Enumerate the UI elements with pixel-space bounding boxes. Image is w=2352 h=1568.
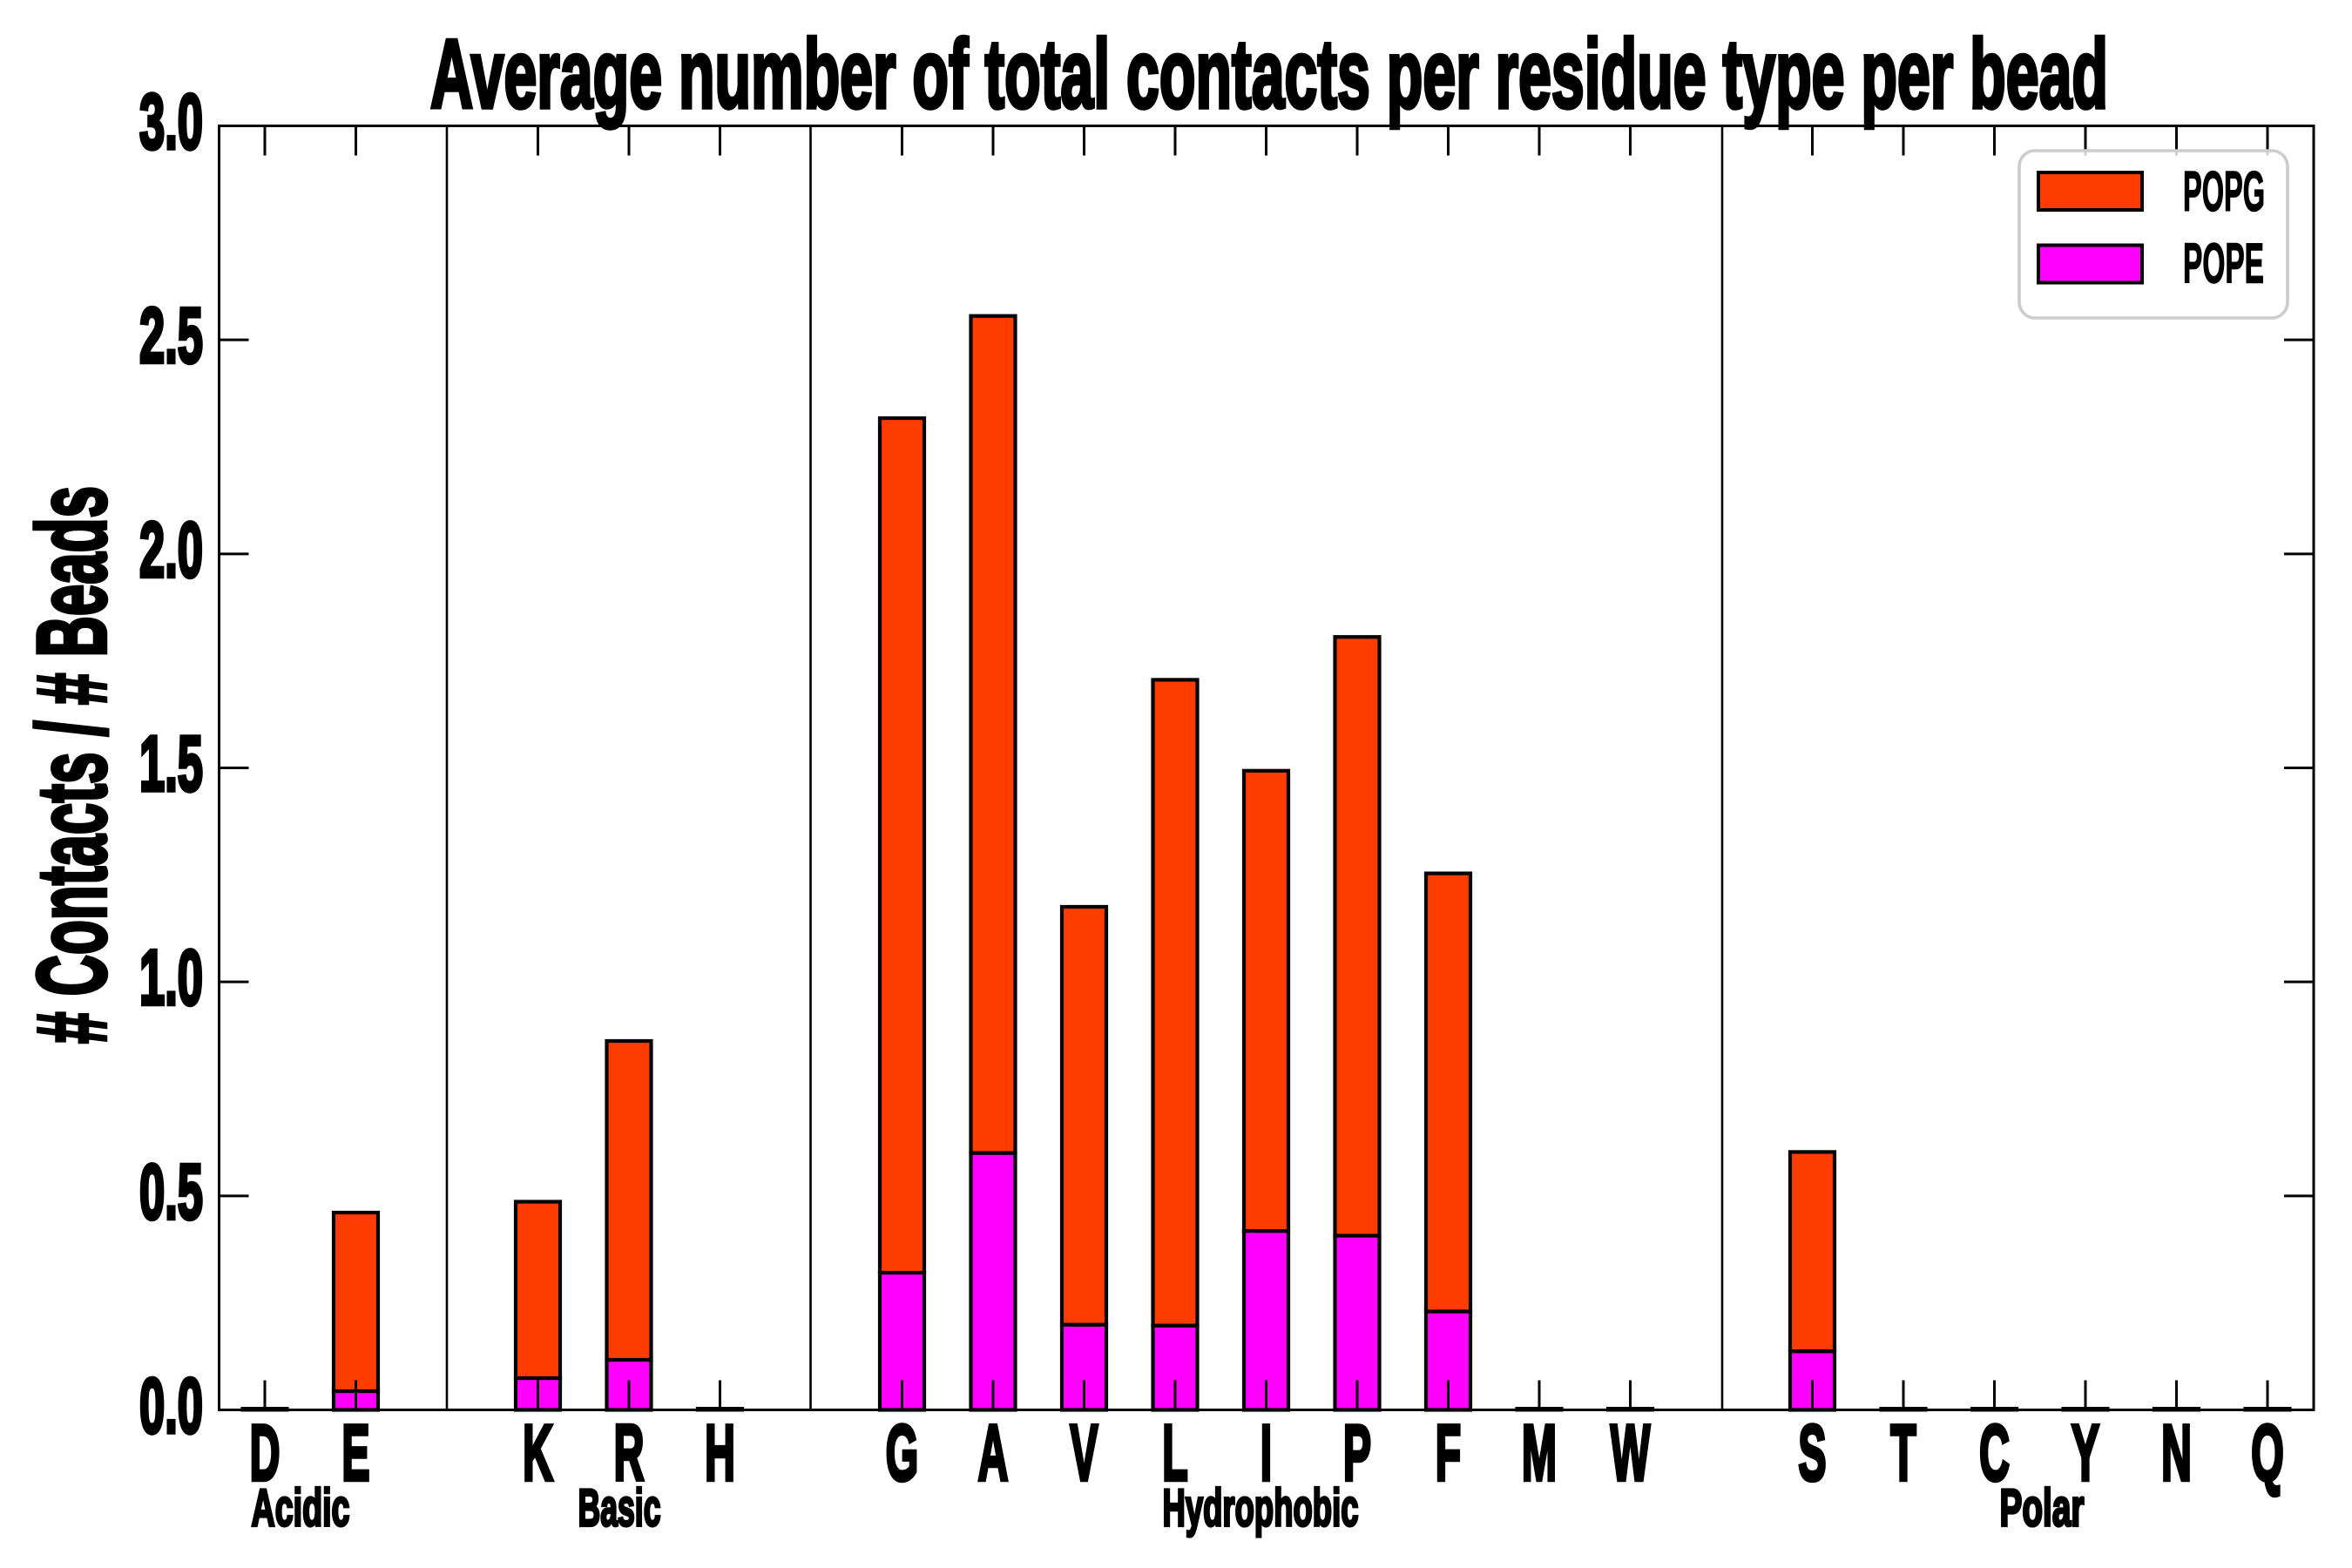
svg-text:D: D xyxy=(250,1409,280,1497)
svg-text:POPE: POPE xyxy=(2183,232,2264,295)
svg-text:Average number of total contac: Average number of total contacts per res… xyxy=(430,20,2108,129)
svg-text:N: N xyxy=(2161,1409,2192,1497)
svg-text:E: E xyxy=(341,1409,369,1497)
svg-text:0.5: 0.5 xyxy=(139,1149,203,1236)
svg-text:S: S xyxy=(1798,1409,1826,1497)
svg-text:G: G xyxy=(886,1409,919,1497)
svg-text:R: R xyxy=(614,1409,645,1497)
svg-text:V: V xyxy=(1070,1409,1098,1497)
svg-text:C: C xyxy=(1979,1409,2010,1497)
svg-text:I: I xyxy=(1260,1409,1272,1497)
svg-text:Hydrophobic: Hydrophobic xyxy=(1163,1479,1359,1538)
svg-text:L: L xyxy=(1162,1409,1187,1497)
svg-text:0.0: 0.0 xyxy=(139,1363,203,1450)
svg-text:H: H xyxy=(705,1409,735,1497)
svg-text:1.5: 1.5 xyxy=(139,721,203,808)
svg-text:1.0: 1.0 xyxy=(139,935,203,1022)
svg-text:Basic: Basic xyxy=(578,1479,661,1538)
svg-text:F: F xyxy=(1436,1409,1461,1497)
svg-text:Y: Y xyxy=(2072,1409,2099,1497)
svg-text:2.5: 2.5 xyxy=(139,293,203,380)
svg-text:2.0: 2.0 xyxy=(139,507,203,594)
svg-text:Polar: Polar xyxy=(2000,1479,2085,1538)
svg-text:# Contacts / # Beads: # Contacts / # Beads xyxy=(17,486,126,1044)
svg-text:W: W xyxy=(1611,1409,1651,1497)
svg-text:Q: Q xyxy=(2251,1409,2284,1497)
svg-text:T: T xyxy=(1890,1409,1916,1497)
svg-text:K: K xyxy=(523,1409,553,1497)
svg-text:3.0: 3.0 xyxy=(139,79,203,166)
svg-text:P: P xyxy=(1343,1409,1371,1497)
svg-text:Acidic: Acidic xyxy=(252,1479,350,1538)
svg-text:POPG: POPG xyxy=(2183,159,2265,223)
svg-text:M: M xyxy=(1522,1409,1557,1497)
svg-text:A: A xyxy=(978,1409,1009,1497)
